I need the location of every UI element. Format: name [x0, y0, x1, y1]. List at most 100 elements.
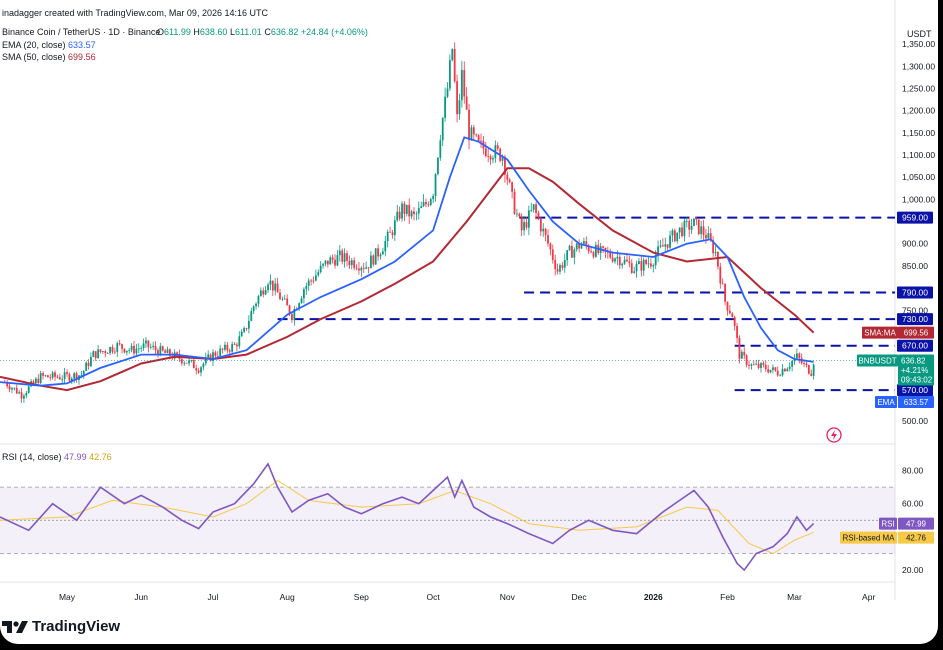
support-resistance-levels[interactable]: 959.00 790.00 730.00 670.00 570.00: [277, 211, 933, 397]
candle-body: [547, 235, 549, 244]
candle-body: [767, 369, 770, 373]
candle-body: [559, 265, 561, 272]
candle-body: [657, 246, 659, 256]
candle-body: [317, 272, 320, 276]
candle-body: [216, 355, 219, 357]
price-tick-label: 1,050.00: [902, 172, 935, 182]
candle-body: [257, 296, 260, 304]
level-badge: [897, 339, 933, 352]
candle-body: [688, 220, 691, 230]
candle-body: [92, 351, 95, 357]
candle-body: [137, 348, 140, 350]
candle-body: [583, 241, 585, 244]
candle-body: [776, 370, 779, 376]
symbol-title[interactable]: Binance Coin / TetherUS · 1D · Binance: [2, 27, 161, 37]
candle-body: [13, 387, 16, 389]
rsi-legend[interactable]: RSI (14, close) 47.99 42.76: [2, 452, 112, 462]
candle-body: [75, 373, 78, 380]
candle-body: [487, 156, 490, 157]
candle-body: [66, 372, 68, 375]
price-tick-label: 500.00: [902, 416, 928, 426]
candle-body: [27, 386, 30, 393]
candle-body: [233, 344, 236, 345]
rsi-ma-tag-box: [840, 531, 897, 544]
candle-body: [666, 244, 669, 248]
candle-body: [683, 221, 686, 237]
candle-body: [518, 213, 521, 217]
ema-legend[interactable]: EMA (20, close) 633.57: [2, 40, 96, 50]
candle-body: [594, 244, 597, 257]
price-tick-label: 1,300.00: [902, 61, 935, 71]
candle-body: [310, 280, 312, 282]
candle-body: [214, 352, 217, 356]
time-tick-label: May: [59, 592, 76, 602]
candle-body: [673, 230, 676, 242]
candle-body: [192, 360, 195, 369]
candle-body: [628, 261, 631, 264]
candle-body: [355, 267, 358, 269]
candle-body: [458, 100, 461, 115]
candle-body: [176, 352, 178, 354]
candle-body: [432, 195, 435, 200]
candle-body: [714, 251, 717, 254]
candle-body: [87, 362, 90, 367]
alert-bolt-icon[interactable]: [826, 427, 842, 443]
candle-body: [303, 289, 305, 299]
candle-body: [338, 250, 341, 256]
candle-body: [125, 350, 128, 353]
candle-body: [638, 261, 640, 264]
time-tick-label: Dec: [572, 592, 588, 602]
candle-body: [130, 345, 133, 351]
candle-body: [322, 263, 324, 266]
candle-body: [102, 351, 104, 353]
candle-body: [626, 259, 628, 262]
symbol-tag-box: [857, 354, 898, 367]
time-tick-label: Aug: [280, 592, 295, 602]
candle-body: [441, 117, 444, 141]
candle-body: [185, 362, 188, 364]
candle-body: [508, 179, 511, 183]
candle-body: [568, 245, 571, 251]
candle-body: [489, 156, 492, 160]
candle-body: [731, 313, 734, 318]
candle-body: [207, 354, 210, 358]
candle-body: [650, 263, 652, 267]
ema-tag-text: EMA: [877, 398, 895, 407]
price-tick-label: 850.00: [902, 261, 928, 271]
ema-legend-label: EMA (20, close): [2, 40, 66, 50]
candle-body: [420, 206, 423, 208]
candle-body: [202, 363, 205, 368]
candle-body: [152, 345, 155, 348]
candle-body: [259, 290, 262, 297]
candle-body: [393, 220, 396, 236]
time-tick-label: 2026: [644, 592, 663, 602]
candle-body: [506, 174, 509, 180]
level-badge: [897, 211, 933, 224]
level-badge-label: 959.00: [902, 213, 928, 223]
candle-body: [358, 268, 360, 271]
candle-body: [437, 157, 439, 175]
candle-body: [652, 265, 655, 267]
candle-body: [238, 336, 241, 347]
candle-body: [18, 392, 21, 394]
rsi-value-badge-box: [898, 517, 934, 530]
sma-legend-label: SMA (50, close): [2, 52, 66, 62]
ema-line: [0, 136, 814, 387]
sma-legend[interactable]: SMA (50, close) 699.56: [2, 52, 96, 62]
candle-body: [810, 373, 813, 376]
candle-body: [695, 218, 698, 220]
level-badge: [897, 286, 933, 299]
candle-body: [116, 343, 119, 352]
candle-body: [381, 251, 384, 255]
candle-body: [609, 252, 612, 258]
candle-body: [236, 344, 238, 347]
candle-body: [293, 308, 296, 320]
candle-body: [434, 174, 437, 196]
candle-body: [748, 364, 750, 366]
rsi-tick-label: 60.00: [902, 499, 924, 509]
candle-body: [68, 374, 71, 381]
tradingview-logo[interactable]: TradingView: [2, 618, 120, 635]
time-tick-label: Sep: [354, 592, 369, 602]
